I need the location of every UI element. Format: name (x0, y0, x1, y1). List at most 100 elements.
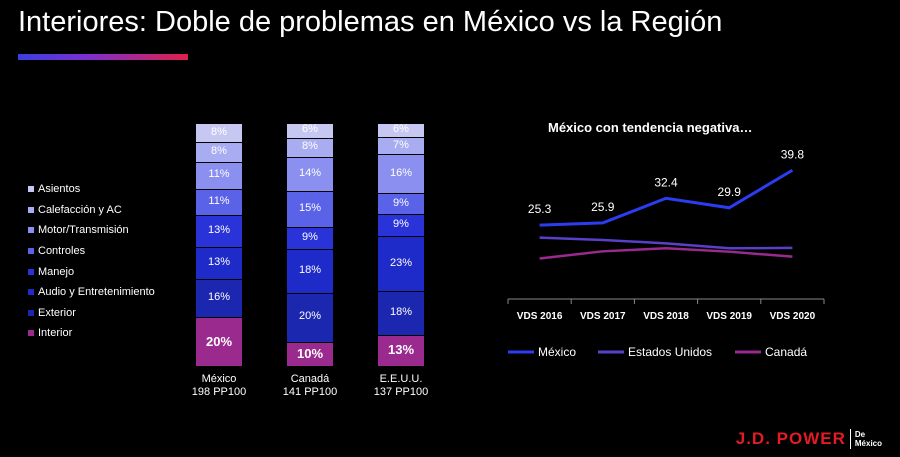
bar-category-line: 141 PP100 (282, 386, 338, 398)
bar-category-line: México (201, 373, 237, 385)
bar-category-label: México 198 PP100 (174, 373, 264, 399)
series-line (539, 236, 793, 250)
logo-brand: J.D. POWER (735, 429, 846, 448)
legend-label: Calefacción y AC (38, 203, 122, 216)
legend-label: Manejo (38, 265, 75, 278)
bar-segment (378, 237, 424, 292)
legend-swatch (28, 289, 34, 296)
logo-divider (849, 429, 851, 449)
bar-data-label: 16% (207, 290, 231, 303)
bar-segment (196, 318, 242, 366)
bar-segment (287, 138, 333, 158)
bar-data-label: 16% (389, 166, 413, 179)
stacked-bar-legend: Asientos Calefacción y AC Motor/Transmisió… (28, 179, 155, 344)
legend-label: Controles (38, 245, 86, 258)
bar-data-label: 8% (211, 125, 227, 138)
bar-segment (196, 124, 242, 143)
x-tick-label: VDS 2017 (580, 311, 626, 322)
bar-segment (287, 158, 333, 192)
logo-sub: De México (855, 430, 882, 448)
legend-label: Interior (38, 327, 73, 340)
bar-segment (287, 250, 333, 294)
legend-label: Asientos (38, 183, 81, 196)
bar-segment (287, 124, 333, 138)
bar-segment (378, 138, 424, 155)
bar-data-label: 10% (296, 345, 324, 361)
bar-data-label: 20% (298, 310, 322, 323)
legend-label: Estados Unidos (628, 345, 712, 359)
legend-label: México (538, 345, 576, 359)
bar-segment (287, 192, 333, 228)
bar-data-label: 23% (389, 256, 413, 269)
bar-segment (378, 155, 424, 193)
data-label: 25.3 (528, 202, 552, 216)
legend-label: Motor/Transmisión (38, 224, 129, 237)
bar-category-line: Canadá (290, 373, 330, 385)
bar-data-label: 8% (302, 140, 318, 153)
x-tick-label: VDS 2016 (517, 311, 563, 322)
legend-label: Canadá (765, 345, 807, 359)
bar-data-label: 8% (211, 145, 227, 158)
logo-sub-line2: México (854, 439, 882, 448)
line-chart-title: México con tendencia negativa… (548, 120, 753, 135)
bar-category-line: 198 PP100 (191, 386, 247, 398)
bar-data-label: 13% (387, 342, 415, 358)
legend-item: Exterior (28, 303, 155, 324)
bar-data-label: 7% (393, 138, 409, 151)
series-line (539, 168, 794, 227)
bar-segment (287, 228, 333, 250)
bar-segment (378, 193, 424, 215)
data-label: 25.9 (591, 200, 615, 214)
legend-item: Calefacción y AC (28, 200, 155, 221)
x-tick-label: VDS 2020 (770, 311, 816, 322)
bar-category-line: E.E.U.U. (379, 373, 423, 385)
bar-segment (287, 294, 333, 342)
page-title: Interiores: Doble de problemas en México… (18, 6, 723, 38)
x-tick-label: VDS 2018 (643, 311, 689, 322)
legend-label: Exterior (38, 306, 76, 319)
legend-swatch (28, 309, 34, 316)
bar-segment (378, 215, 424, 237)
legend-swatch (28, 248, 34, 255)
data-label: 29.9 (718, 185, 742, 199)
data-label: 39.8 (781, 147, 805, 161)
bar-segment (196, 216, 242, 247)
x-tick-label: VDS 2019 (706, 311, 752, 322)
bar-data-label: 9% (302, 231, 318, 244)
bar-data-label: 18% (298, 264, 322, 277)
bar-segment (378, 335, 424, 366)
bar-segment (287, 342, 333, 366)
legend-swatch (28, 330, 34, 337)
bar-data-label: 13% (207, 255, 231, 268)
legend-swatch (28, 206, 34, 213)
bar-segment (196, 189, 242, 216)
legend-swatch (28, 268, 34, 275)
legend-swatch (28, 186, 34, 193)
logo-sub-line1: De (854, 430, 866, 439)
legend-item: Controles (28, 241, 155, 262)
bar-data-label: 20% (205, 333, 233, 349)
legend-item: Manejo (28, 261, 155, 282)
bar-segment (378, 292, 424, 335)
legend-label: Audio y Entretenimiento (38, 286, 155, 299)
bar-segment (196, 279, 242, 318)
bar-data-label: 11% (208, 194, 230, 207)
bar-data-label: 6% (302, 123, 318, 136)
jd-power-logo: J.D. POWER De México (736, 429, 882, 449)
bar-category-line: 137 PP100 (373, 386, 429, 398)
bar-category-label: E.E.U.U. 137 PP100 (356, 373, 446, 399)
legend-item: Asientos (28, 179, 155, 200)
title-accent-bar (18, 54, 188, 60)
bar-segment (196, 162, 242, 189)
bar-data-label: 11% (208, 168, 230, 181)
bar-data-label: 6% (393, 123, 409, 136)
bar-data-label: 18% (389, 306, 413, 319)
bar-data-label: 14% (298, 167, 322, 180)
bar-data-label: 13% (207, 224, 231, 237)
bar-category-label: Canadá 141 PP100 (265, 373, 355, 399)
bar-segment (196, 247, 242, 279)
bar-data-label: 9% (393, 218, 409, 231)
bar-data-label: 9% (393, 196, 409, 209)
bar-segment (196, 143, 242, 162)
